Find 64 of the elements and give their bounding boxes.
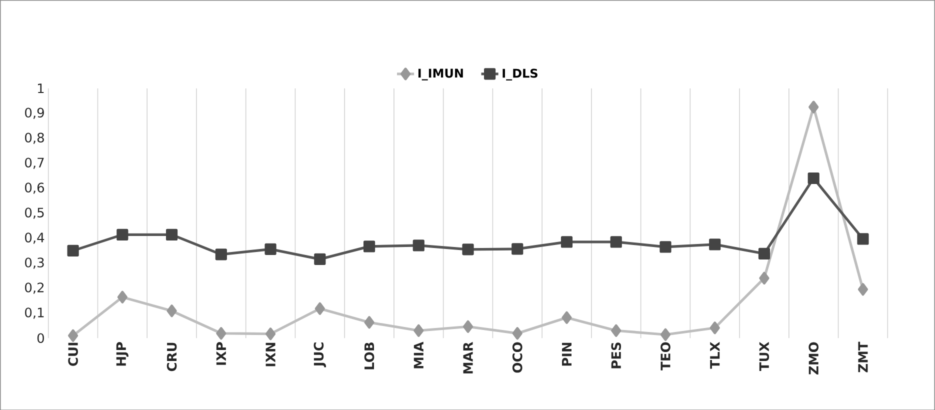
y-tick-label: 0,6 [25, 182, 44, 194]
point [808, 172, 820, 184]
point [462, 320, 474, 333]
point [808, 100, 819, 114]
point [116, 228, 128, 240]
x-tick-label: MIA [414, 341, 424, 368]
y-tick-label: 0,1 [25, 307, 44, 318]
point [117, 290, 128, 304]
x-tick-label: TLX [710, 342, 720, 369]
x-tick-label: CUI [68, 342, 78, 366]
x-tick-label: ZMO [808, 342, 819, 374]
x-tick-label: CRU [166, 342, 177, 371]
point [314, 253, 326, 265]
point [758, 248, 770, 260]
point [166, 228, 178, 240]
point [759, 272, 770, 284]
y-tick-label: 0 [37, 332, 44, 343]
point [314, 302, 325, 315]
x-tick-label: TUX [759, 342, 770, 371]
y-tick-label: 0,2 [25, 282, 44, 294]
point [610, 236, 622, 248]
point [660, 328, 671, 341]
point [857, 232, 869, 245]
point [215, 248, 227, 260]
x-tick-label: IXN [266, 342, 276, 366]
point [709, 238, 721, 250]
point [512, 326, 522, 340]
point [67, 244, 79, 256]
x-tick-label: JUC [314, 342, 326, 368]
point [660, 240, 672, 253]
x-tick-label: PIN [562, 342, 572, 366]
x-tick-label: LOB [364, 342, 374, 369]
point [264, 243, 276, 255]
point [412, 239, 424, 252]
y-tick-label: 0,8 [25, 132, 44, 144]
point [512, 242, 524, 255]
x-tick-label: MAR [463, 342, 473, 374]
point [462, 243, 474, 256]
point [414, 324, 424, 337]
x-tick-label: IXP [216, 342, 226, 365]
x-tick-label: TEO [660, 342, 670, 370]
y-tick-label: 0,5 [25, 207, 44, 219]
point [560, 236, 573, 248]
y-tick-label: 0,7 [25, 157, 44, 169]
point [710, 321, 720, 334]
point [364, 316, 374, 328]
y-tick-label: 0,3 [25, 257, 44, 269]
x-tick-label: ZMT [858, 342, 868, 372]
legend-label: I_DLS [502, 68, 538, 80]
point [216, 326, 226, 340]
point [611, 324, 622, 337]
y-tick-label: 1 [38, 83, 44, 93]
x-tick-label: PES [611, 342, 622, 368]
point [68, 329, 78, 342]
x-tick-label: OCO [512, 342, 522, 372]
point [858, 282, 868, 296]
point [265, 327, 276, 340]
point [166, 304, 177, 317]
x-tick-label: HJP [116, 342, 128, 366]
y-tick-label: 0,4 [25, 232, 44, 244]
y-tick-label: 0,9 [25, 108, 44, 119]
point [562, 311, 572, 324]
legend-label: I_IMUN [418, 68, 463, 80]
point [363, 240, 376, 252]
